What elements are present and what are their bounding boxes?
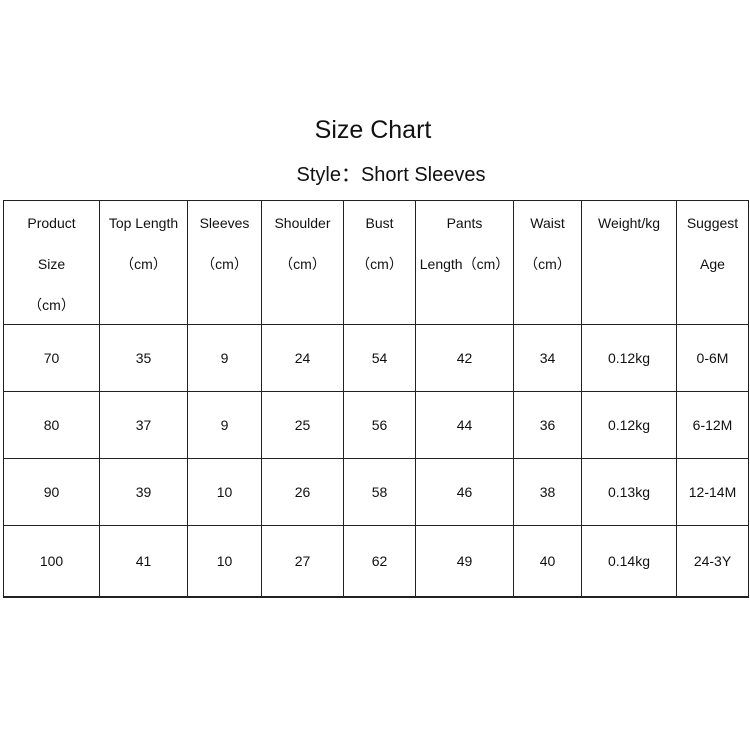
table-cell: 37 <box>99 391 188 459</box>
table-cell: 38 <box>513 458 582 526</box>
column-header-line: Size <box>37 256 66 272</box>
table-cell: 44 <box>415 391 514 459</box>
column-header: Product Size （cm） <box>3 200 100 325</box>
table-cell: 41 <box>99 525 188 598</box>
column-header-line: （cm） <box>524 256 571 272</box>
table-cell: 42 <box>415 324 514 392</box>
column-header-line: （cm） <box>279 256 326 272</box>
column-header: Shoulder （cm） <box>261 200 344 325</box>
table-cell: 39 <box>99 458 188 526</box>
table-cell: 34 <box>513 324 582 392</box>
table-cell: 6-12M <box>676 391 749 459</box>
table-cell: 56 <box>343 391 416 459</box>
table-cell: 0.12kg <box>581 391 677 459</box>
table-cell: 12-14M <box>676 458 749 526</box>
column-header-line: Weight/kg <box>598 215 660 231</box>
table-cell: 40 <box>513 525 582 598</box>
table-cell: 58 <box>343 458 416 526</box>
column-header: Weight/kg <box>581 200 677 325</box>
table-cell: 24 <box>261 324 344 392</box>
column-header-line: Length（cm） <box>419 256 510 272</box>
table-row: 90 39 10 26 58 46 38 0.13kg 12-14M <box>3 458 749 526</box>
table-cell: 62 <box>343 525 416 598</box>
table-cell: 0.12kg <box>581 324 677 392</box>
table-row: 100 41 10 27 62 49 40 0.14kg 24-3Y <box>3 525 749 598</box>
size-chart-table: Product Size （cm） Top Length （cm） Sleeves （cm）… <box>3 200 749 598</box>
table-cell: 24-3Y <box>676 525 749 598</box>
table-cell: 80 <box>3 391 100 459</box>
column-header-line: （cm） <box>201 256 248 272</box>
table-cell: 54 <box>343 324 416 392</box>
column-header-line: Product <box>27 215 76 231</box>
table-cell: 70 <box>3 324 100 392</box>
table-row: 80 37 9 25 56 44 36 0.12kg 6-12M <box>3 391 749 459</box>
table-cell: 0.13kg <box>581 458 677 526</box>
table-cell: 10 <box>187 525 262 598</box>
table-cell: 49 <box>415 525 514 598</box>
column-header-line: （cm） <box>356 256 403 272</box>
column-header-line: Top Length <box>108 215 179 231</box>
column-header-line: （cm） <box>120 256 167 272</box>
column-header: Suggest Age <box>676 200 749 325</box>
column-header: Pants Length（cm） <box>415 200 514 325</box>
column-header-line: Sleeves <box>199 215 250 231</box>
style-subtitle: Style：Short Sleeves <box>296 164 486 186</box>
column-header-line: Pants <box>446 215 483 231</box>
table-cell: 25 <box>261 391 344 459</box>
column-header-line: Age <box>700 256 725 272</box>
table-cell: 9 <box>187 324 262 392</box>
table-cell: 0-6M <box>676 324 749 392</box>
table-cell: 27 <box>261 525 344 598</box>
table-cell: 0.14kg <box>581 525 677 598</box>
column-header-line: （cm） <box>28 297 75 313</box>
column-header-line: Suggest <box>686 215 739 231</box>
table-cell: 35 <box>99 324 188 392</box>
header-row: Product Size （cm） Top Length （cm） Sleeves （cm）… <box>3 200 749 325</box>
table-cell: 36 <box>513 391 582 459</box>
column-header-line: Waist <box>530 215 565 231</box>
column-header: Waist （cm） <box>513 200 582 325</box>
column-header-line: Shoulder <box>274 215 331 231</box>
table-cell: 9 <box>187 391 262 459</box>
column-header: Bust （cm） <box>343 200 416 325</box>
column-header-line: Bust <box>365 215 394 231</box>
table-cell: 90 <box>3 458 100 526</box>
page-title: Size Chart <box>314 116 432 144</box>
column-header: Sleeves （cm） <box>187 200 262 325</box>
table-cell: 10 <box>187 458 262 526</box>
table-cell: 46 <box>415 458 514 526</box>
table-row: 70 35 9 24 54 42 34 0.12kg 0-6M <box>3 324 749 392</box>
table-cell: 100 <box>3 525 100 598</box>
column-header: Top Length （cm） <box>99 200 188 325</box>
table-cell: 26 <box>261 458 344 526</box>
